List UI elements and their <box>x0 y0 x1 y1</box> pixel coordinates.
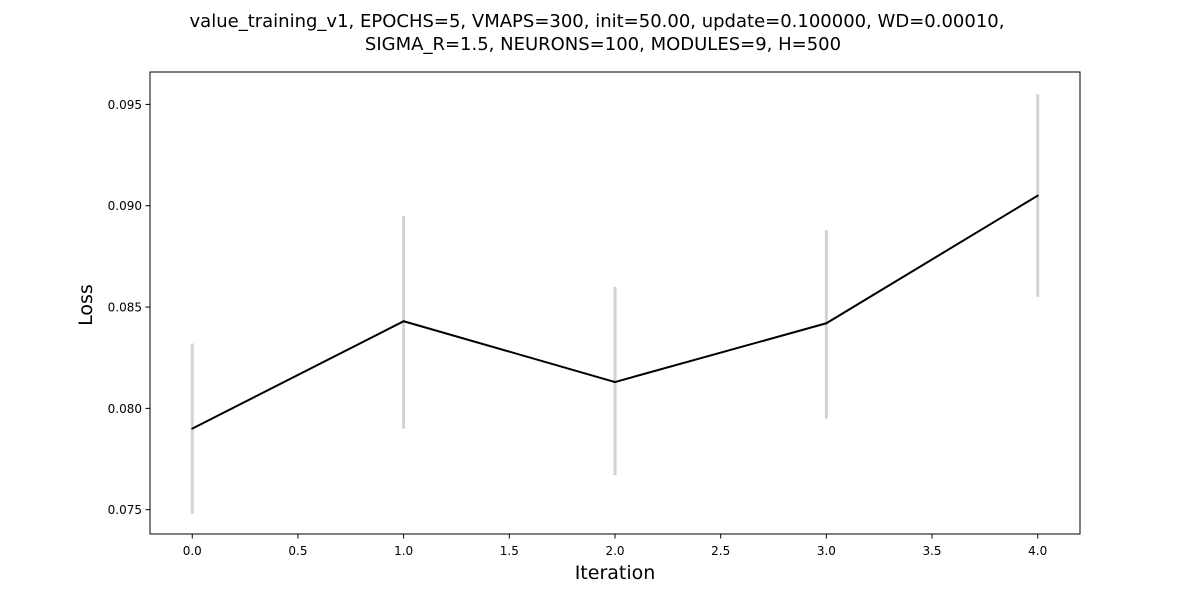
data-point <box>1036 194 1039 197</box>
x-tick-label: 0.0 <box>183 544 202 558</box>
x-axis-label: Iteration <box>575 562 656 584</box>
x-tick-label: 2.5 <box>711 544 730 558</box>
chart-title-line-1: value_training_v1, EPOCHS=5, VMAPS=300, … <box>190 11 1005 32</box>
x-tick-label: 3.5 <box>922 544 941 558</box>
series-lines <box>191 194 1039 430</box>
data-point <box>191 427 194 430</box>
x-axis-ticks: 0.0 0.5 1.0 1.5 2.0 2.5 3.0 3.5 4.0 <box>183 534 1047 558</box>
x-tick-label: 0.5 <box>288 544 307 558</box>
y-axis-ticks: 0.075 0.080 0.085 0.090 0.095 <box>108 98 150 517</box>
y-tick-label: 0.080 <box>108 402 142 416</box>
plot-frame <box>149 71 1081 535</box>
x-tick-label: 3.0 <box>817 544 836 558</box>
y-tick-label: 0.090 <box>108 199 142 213</box>
data-point <box>825 322 828 325</box>
y-axis-label: Loss <box>75 284 97 326</box>
x-tick-label: 2.0 <box>605 544 624 558</box>
y-tick-label: 0.095 <box>108 98 142 112</box>
x-tick-label: 1.5 <box>500 544 519 558</box>
error-bars <box>190 94 1040 514</box>
data-point <box>402 320 405 323</box>
data-point <box>614 381 616 384</box>
x-tick-label: 4.0 <box>1028 544 1047 558</box>
x-tick-label: 1.0 <box>394 544 413 558</box>
chart-title-line-2: SIGMA_R=1.5, NEURONS=100, MODULES=9, H=5… <box>365 34 841 55</box>
y-tick-label: 0.075 <box>108 503 142 517</box>
y-tick-label: 0.085 <box>108 301 142 315</box>
